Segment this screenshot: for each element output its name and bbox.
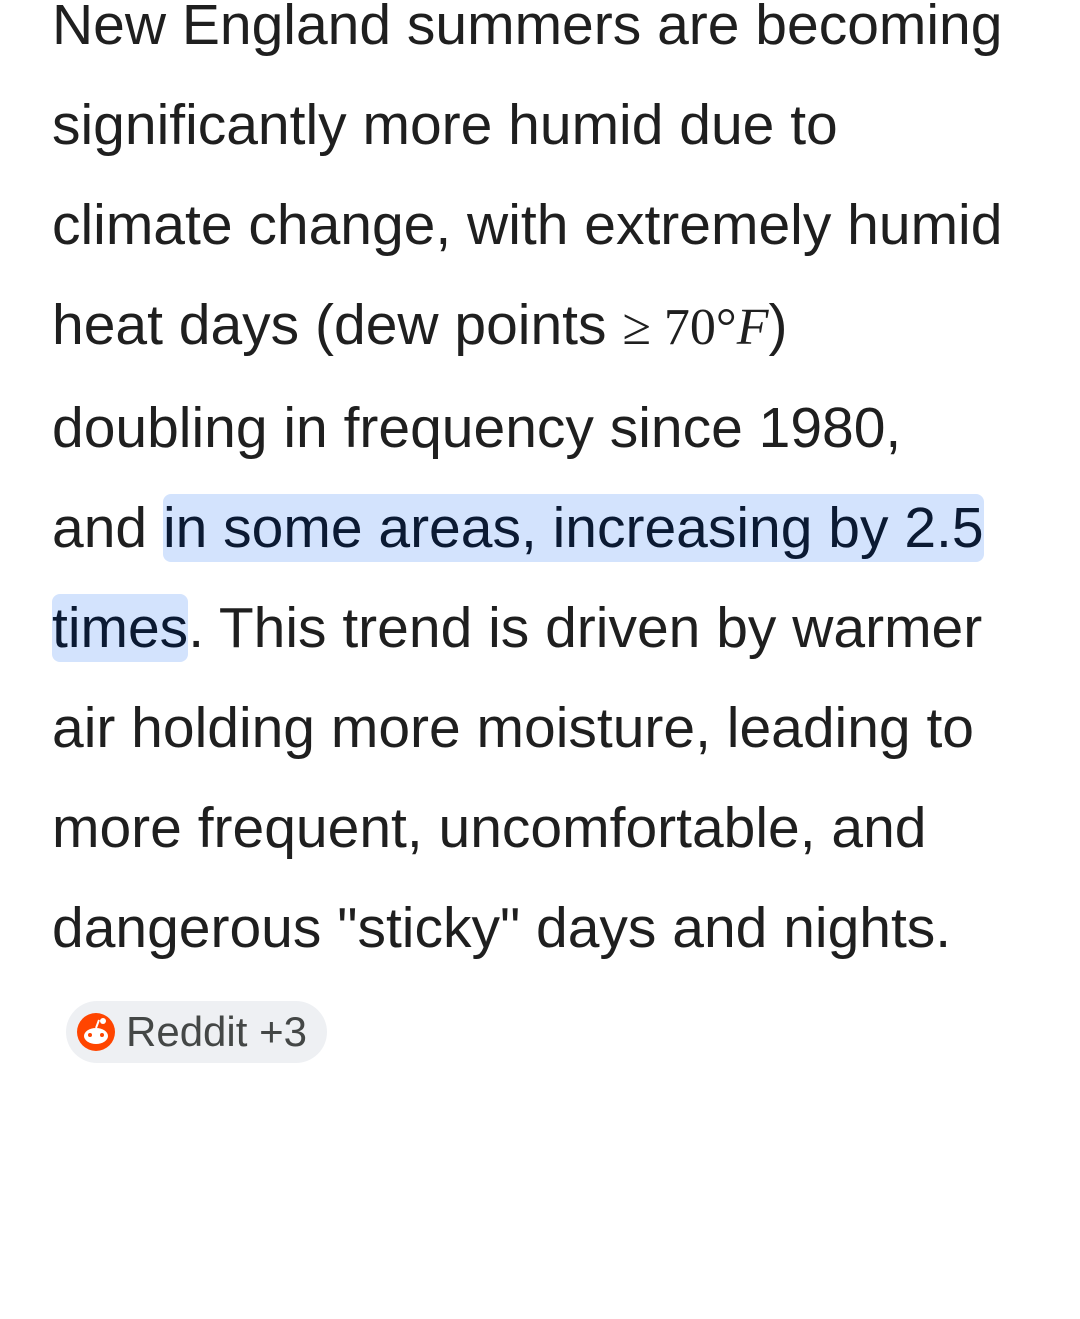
text: . This trend is driven by warmer air hol… (52, 596, 983, 960)
text: New England summers are becoming signifi… (52, 0, 1003, 357)
math-expression: ≥ 70°F (622, 299, 768, 356)
reddit-icon (77, 1012, 115, 1051)
answer-paragraph: New England summers are becoming signifi… (52, 0, 1012, 1078)
chip-label: Reddit (126, 1007, 248, 1055)
text: ) doubling in frequency since 1980, and (52, 293, 902, 560)
math-relation: ≥ 70° (622, 299, 737, 356)
math-variable: F (736, 299, 769, 356)
chip-count: +3 (259, 1007, 307, 1055)
source-chip[interactable]: Reddit +3 (66, 1000, 327, 1063)
